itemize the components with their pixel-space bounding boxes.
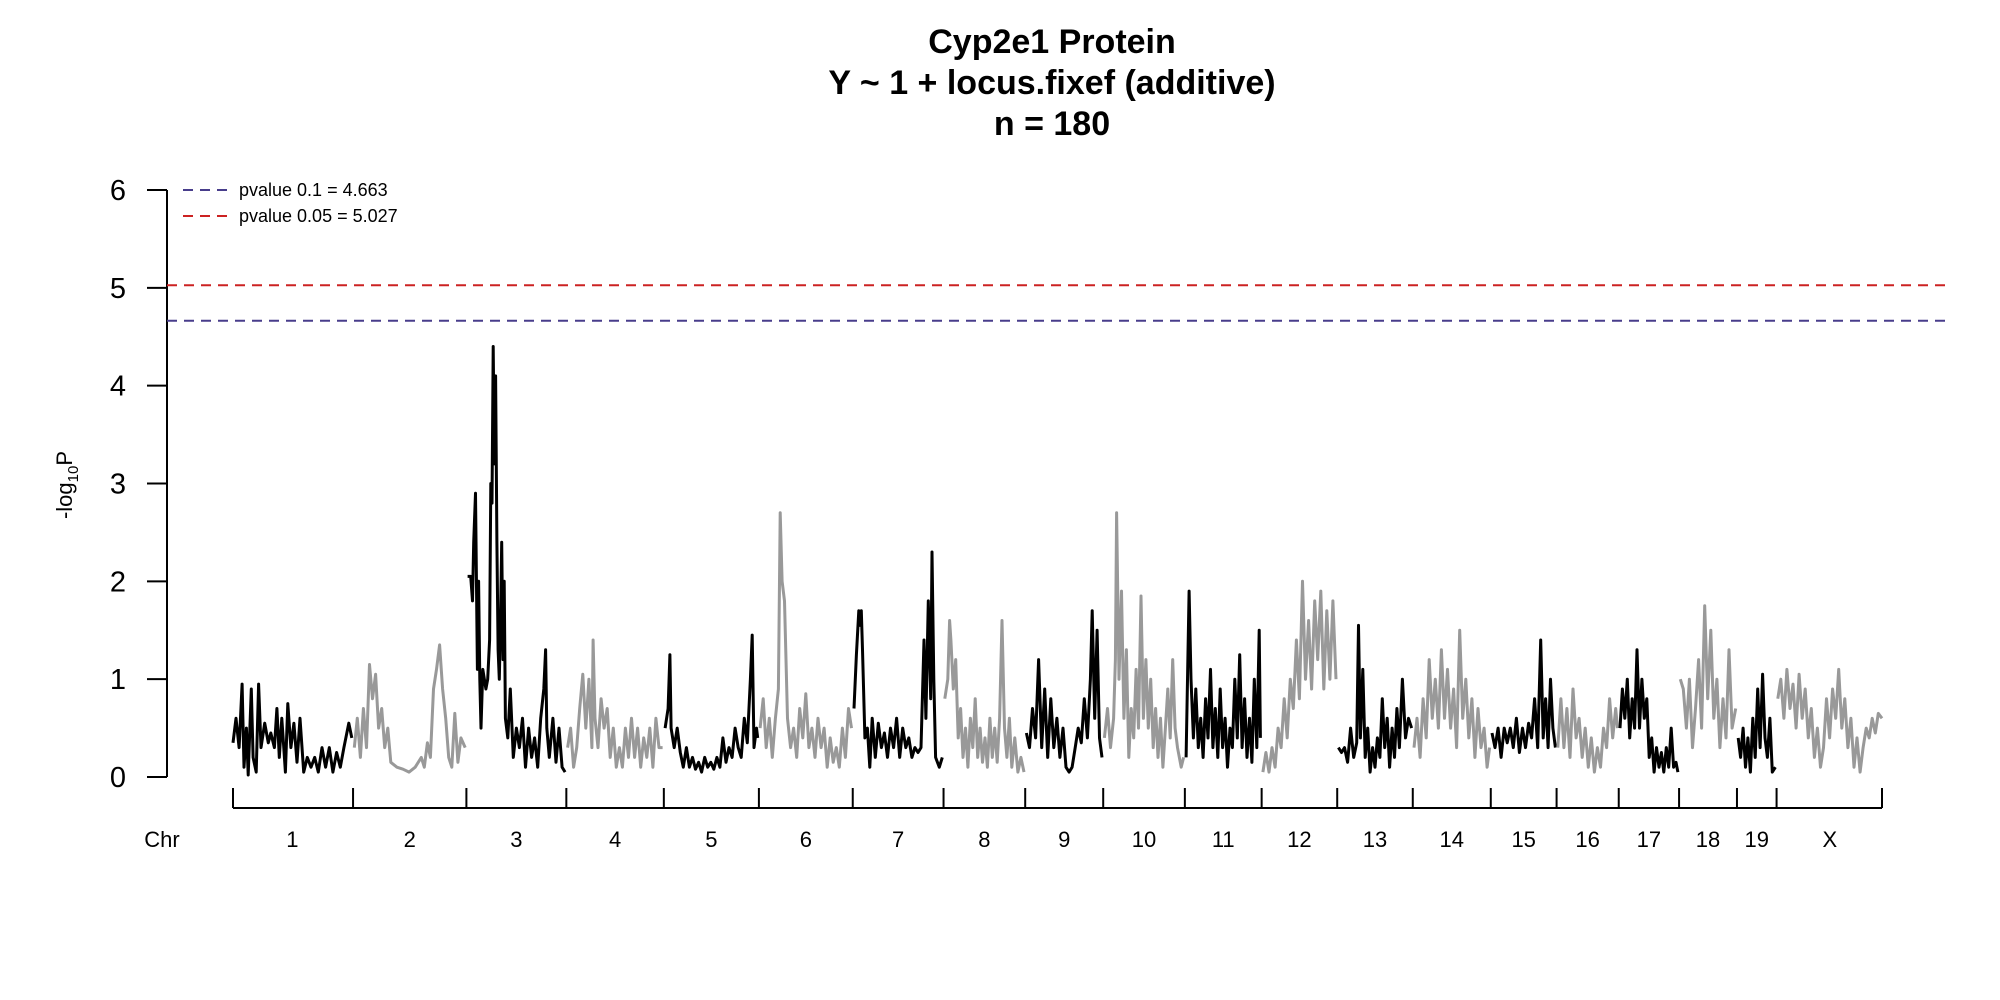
lod-curve-chr-1 [231, 682, 354, 777]
chr-label-5: 5 [705, 827, 717, 852]
chr-label-10: 10 [1132, 827, 1156, 852]
chr-label-12: 12 [1287, 827, 1311, 852]
lod-curve-chr-13 [1337, 623, 1414, 774]
chr-label-14: 14 [1440, 827, 1464, 852]
chr-label-17: 17 [1637, 827, 1661, 852]
lod-curve-chr-18 [1678, 604, 1738, 750]
lod-curve-chr-8 [943, 619, 1026, 774]
y-axis: 0 1 2 3 4 5 6 [110, 175, 168, 794]
y-axis-label-suffix: P [52, 451, 77, 466]
title-line-2: Y ~ 1 + locus.fixef (additive) [828, 64, 1275, 102]
chr-label-8: 8 [978, 827, 990, 852]
chr-label-9: 9 [1058, 827, 1070, 852]
legend-label: pvalue 0.05 = 5.027 [239, 206, 398, 226]
lod-curve-chr-7 [852, 550, 944, 769]
lod-curve-chr-4 [566, 638, 663, 769]
chr-label-15: 15 [1511, 827, 1535, 852]
chr-label-11: 11 [1212, 827, 1235, 852]
lod-curve-chr-2 [352, 643, 467, 774]
y-tick-label: 2 [110, 566, 126, 598]
chr-label-4: 4 [609, 827, 621, 852]
chr-label-2: 2 [404, 827, 416, 852]
y-tick-label: 1 [110, 664, 126, 696]
chr-label-18: 18 [1696, 827, 1720, 852]
legend-label: pvalue 0.1 = 4.663 [239, 180, 388, 200]
lod-curve-chr-10 [1102, 511, 1186, 769]
lod-curve-chr-6 [758, 511, 853, 769]
y-tick-label: 6 [110, 175, 126, 207]
lod-curve-chr-5 [663, 633, 760, 774]
title-line-3: n = 180 [994, 105, 1110, 143]
title-line-1: Cyp2e1 Protein [928, 23, 1176, 61]
y-tick-label: 0 [110, 762, 126, 794]
chr-label-3: 3 [510, 827, 522, 852]
y-tick-label: 3 [110, 469, 126, 501]
chr-label-1: 1 [286, 827, 298, 852]
y-axis-label-prefix: -log [52, 482, 77, 519]
y-axis-label: -log10P [52, 451, 82, 519]
lod-curve-chr-12 [1261, 579, 1338, 774]
lod-curve-chr-3 [467, 345, 567, 773]
chart-title: Cyp2e1 Protein Y ~ 1 + locus.fixef (addi… [828, 23, 1275, 143]
lod-curve-chr-11 [1184, 589, 1262, 769]
lod-curve-chr-X [1776, 667, 1884, 774]
y-tick-label: 4 [110, 371, 126, 403]
chr-label-19: 19 [1745, 827, 1769, 852]
chromosome-axis: Chr 1 2 3 4 5 6 7 8 9 10 11 12 13 14 15 16 17 18 19 X [144, 788, 1883, 852]
y-tick-label: 5 [110, 273, 126, 305]
chr-label-6: 6 [800, 827, 812, 852]
lod-curve-chr-14 [1412, 628, 1492, 769]
y-axis-label-subscript: 10 [65, 466, 82, 483]
lod-curves [231, 345, 1884, 777]
lod-curve-chr-19 [1736, 672, 1777, 774]
lod-curve-chr-9 [1024, 609, 1104, 774]
chr-label-7: 7 [892, 827, 904, 852]
lod-curve-chr-17 [1618, 648, 1680, 774]
chr-label-X: X [1823, 827, 1838, 852]
chr-axis-prefix: Chr [144, 827, 179, 852]
legend: pvalue 0.1 = 4.663 pvalue 0.05 = 5.027 [183, 180, 398, 226]
lod-curve-chr-15 [1490, 638, 1557, 759]
threshold-lines [167, 284, 1946, 322]
lod-curve-chr-16 [1556, 687, 1619, 774]
chr-label-13: 13 [1363, 827, 1387, 852]
chr-label-16: 16 [1575, 827, 1599, 852]
